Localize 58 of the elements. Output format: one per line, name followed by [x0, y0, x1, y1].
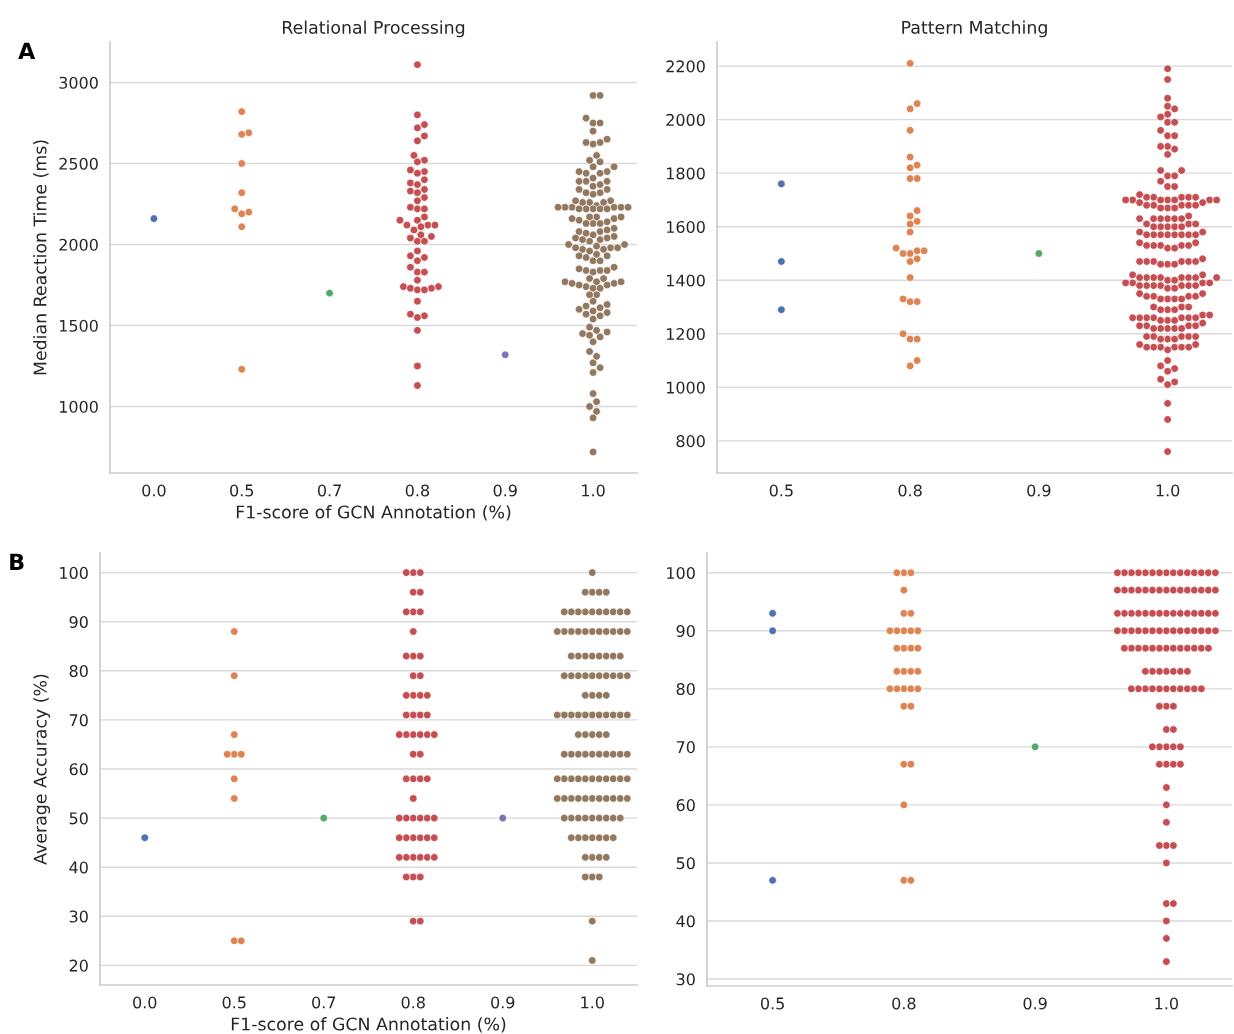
y-axis-title: Average Accuracy (%) [33, 674, 51, 865]
y-tick-label: 80 [676, 683, 695, 696]
x-tick-label: 0.9 [491, 996, 515, 1009]
y-tick-label: 2200 [666, 60, 705, 73]
y-tick-label: 2000 [59, 238, 98, 251]
chart-title: Relational Processing [283, 20, 465, 38]
x-axis-title: F1-score of GCN Annotation (%) [231, 1017, 506, 1033]
x-tick-label: 0.8 [892, 997, 916, 1010]
x-tick-label: 0.5 [222, 996, 246, 1009]
y-tick-label: 100 [667, 566, 695, 580]
x-tick-label: 0.8 [405, 484, 430, 497]
y-axis-title: Median Reaction Time (ms) [33, 140, 49, 375]
y-tick-label: 30 [676, 973, 695, 986]
x-tick-label: 1.0 [1155, 997, 1179, 1010]
y-tick-label: 1200 [666, 328, 705, 341]
text: A [18, 42, 36, 59]
x-tick-label: 0.9 [1027, 484, 1051, 497]
x-tick-label: 0.5 [230, 484, 254, 497]
y-tick-label: 800 [676, 435, 705, 448]
y-tick-label: 1400 [666, 274, 705, 287]
y-tick-label: 20 [69, 959, 88, 972]
y-tick-label: 90 [69, 615, 88, 629]
text: B [10, 553, 24, 570]
y-tick-label: 30 [69, 910, 88, 923]
y-tick-label: 2000 [666, 113, 705, 126]
y-tick-label: 1600 [666, 220, 705, 234]
x-tick-label: 0.9 [493, 484, 517, 497]
y-tick-label: 2500 [59, 157, 98, 170]
y-tick-label: 100 [60, 566, 88, 579]
x-tick-label: 0.7 [317, 484, 341, 497]
x-tick-label: 0.0 [133, 996, 157, 1009]
y-tick-label: 1000 [59, 400, 98, 413]
x-tick-label: 1.0 [581, 996, 604, 1009]
chart-title: Pattern Matching [902, 20, 1047, 38]
x-tick-label: 0.8 [898, 484, 922, 497]
x-tick-label: 0.5 [769, 484, 793, 497]
x-axis-title: F1-score of GCN Annotation (%) [236, 505, 511, 521]
y-tick-label: 1500 [59, 319, 98, 332]
y-tick-label: 40 [676, 915, 695, 928]
x-tick-label: 0.5 [760, 997, 784, 1010]
x-tick-label: 1.0 [582, 484, 605, 497]
y-tick-label: 90 [676, 624, 695, 638]
y-tick-label: 50 [69, 812, 88, 825]
y-tick-label: 1800 [666, 167, 705, 180]
y-tick-label: 40 [69, 861, 88, 874]
y-tick-label: 70 [69, 714, 88, 727]
y-tick-label: 1000 [666, 381, 705, 394]
y-tick-label: 80 [69, 665, 88, 678]
x-tick-label: 0.9 [1023, 997, 1047, 1010]
y-tick-label: 50 [676, 857, 695, 870]
x-tick-label: 1.0 [1156, 484, 1180, 497]
x-tick-label: 0.0 [142, 484, 166, 497]
y-tick-label: 3000 [59, 76, 98, 89]
y-tick-label: 70 [676, 741, 695, 754]
y-tick-label: 60 [69, 763, 88, 776]
x-tick-label: 0.7 [312, 996, 336, 1009]
x-tick-label: 0.8 [401, 996, 425, 1009]
y-tick-label: 60 [676, 799, 695, 812]
